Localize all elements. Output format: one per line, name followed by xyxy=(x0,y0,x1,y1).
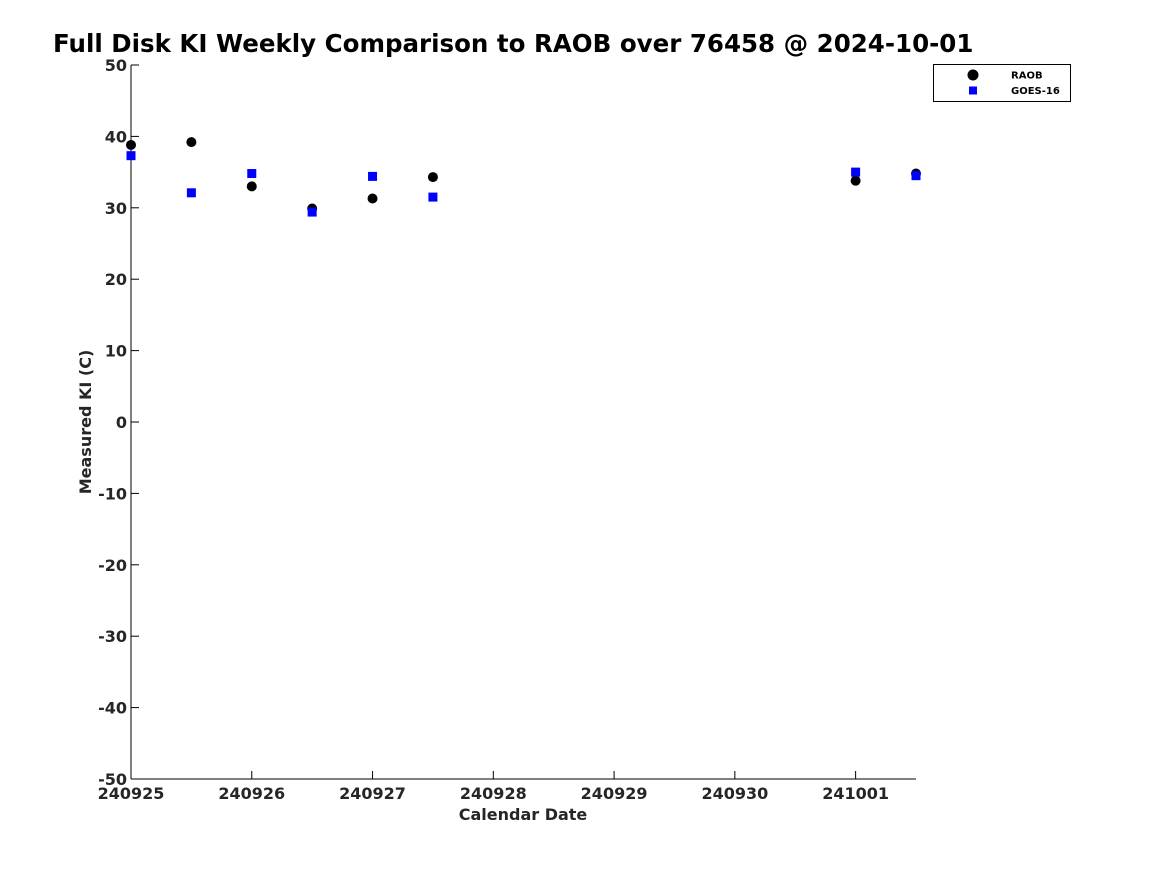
chart-title: Full Disk KI Weekly Comparison to RAOB o… xyxy=(53,29,973,58)
y-tick-label: 30 xyxy=(105,199,127,218)
point-goes-16 xyxy=(307,207,317,217)
x-tick-label: 240930 xyxy=(701,784,768,803)
y-tick-label: 10 xyxy=(105,342,127,361)
data-points xyxy=(126,137,921,217)
point-raob xyxy=(186,137,197,148)
point-goes-16 xyxy=(368,171,378,181)
point-raob xyxy=(126,139,136,150)
y-tick-label: -50 xyxy=(98,770,127,789)
y-axis-label: Measured KI (C) xyxy=(76,350,95,495)
x-tick-label: 240925 xyxy=(98,784,165,803)
y-tick-label: 40 xyxy=(105,127,127,146)
x-tick-label: 240927 xyxy=(339,784,406,803)
y-tick-label: -30 xyxy=(98,627,127,646)
point-raob xyxy=(246,181,257,192)
legend: RAOB GOES-16 xyxy=(933,64,1071,102)
legend-label-raob: RAOB xyxy=(1011,71,1043,82)
x-tick-label: 240926 xyxy=(218,784,285,803)
point-goes-16 xyxy=(851,167,861,177)
point-goes-16 xyxy=(911,171,921,181)
legend-marker-raob xyxy=(967,69,979,81)
y-tick-label: 20 xyxy=(105,270,127,289)
legend-box xyxy=(933,64,1071,102)
legend-label-goes-16: GOES-16 xyxy=(1011,86,1060,97)
point-goes-16 xyxy=(428,192,438,202)
point-raob xyxy=(367,193,378,204)
point-goes-16 xyxy=(186,188,196,198)
y-tick-label: -10 xyxy=(98,484,127,503)
point-goes-16 xyxy=(126,151,136,161)
y-tick-label: -40 xyxy=(98,699,127,718)
x-tick-label: 241001 xyxy=(822,784,889,803)
point-raob xyxy=(850,175,861,186)
y-tick-label: 0 xyxy=(116,413,127,432)
x-tick-label: 240929 xyxy=(581,784,648,803)
point-goes-16 xyxy=(247,169,257,179)
point-raob xyxy=(427,172,438,183)
x-tick-label: 240928 xyxy=(460,784,527,803)
y-tick-label: 50 xyxy=(105,56,127,75)
y-tick-label: -20 xyxy=(98,556,127,575)
legend-marker-goes-16 xyxy=(969,86,977,95)
x-axis-label: Calendar Date xyxy=(459,805,588,824)
